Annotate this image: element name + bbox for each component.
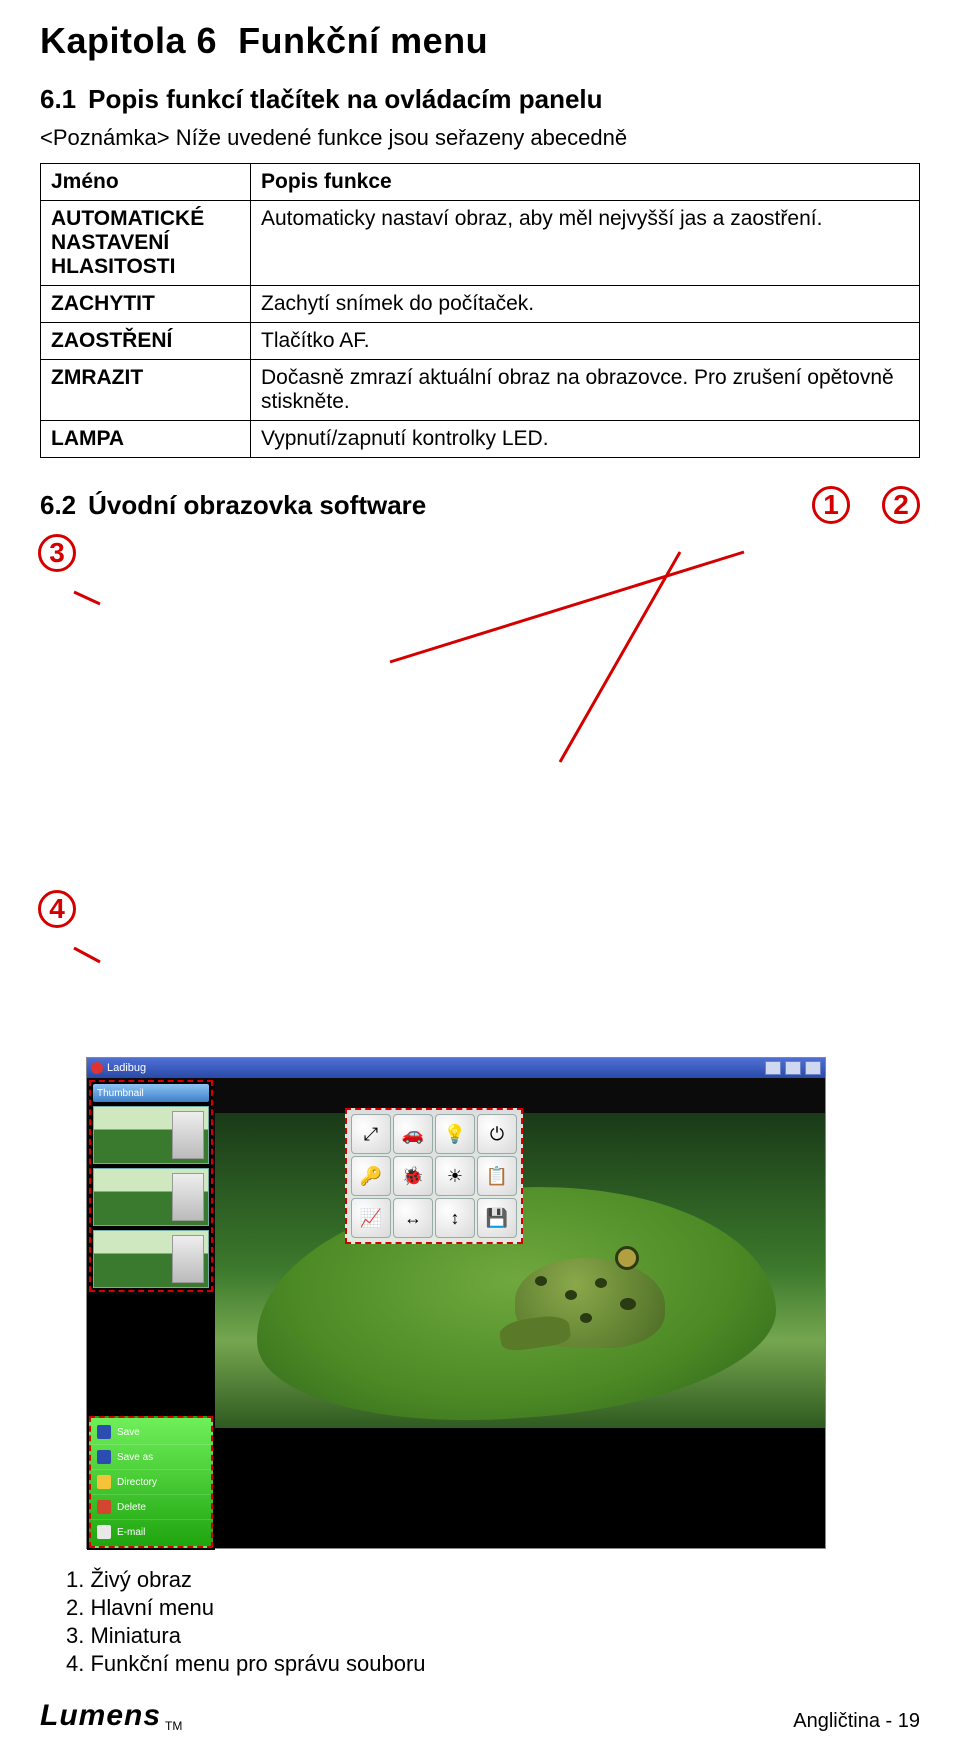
row-desc: Vypnutí/zapnutí kontrolky LED.: [251, 421, 920, 458]
section-6-2-text: Úvodní obrazovka software: [88, 490, 426, 520]
marker-1: 1: [812, 486, 850, 524]
sidebar-bottom: Save Save as Directory Delete E-mail: [87, 1294, 215, 1550]
file-menu-label: Save as: [117, 1452, 153, 1463]
file-menu-email[interactable]: E-mail: [91, 1520, 211, 1544]
table-row: ZMRAZIT Dočasně zmrazí aktuální obraz na…: [41, 360, 920, 421]
row-name: ZACHYTIT: [41, 286, 251, 323]
main-menu-button[interactable]: ☀: [435, 1156, 475, 1196]
chapter-title: Kapitola 6 Funkční menu: [40, 20, 920, 62]
row-name: ZMRAZIT: [41, 360, 251, 421]
file-menu-save[interactable]: Save: [91, 1420, 211, 1445]
chapter-name: Funkční menu: [238, 20, 488, 61]
page-number: Angličtina - 19: [793, 1710, 920, 1733]
table-row: ZACHYTIT Zachytí snímek do počítaček.: [41, 286, 920, 323]
section-6-1-num: 6.1: [40, 84, 76, 114]
page-footer: Lumens TM Angličtina - 19: [40, 1699, 920, 1733]
live-image: ⤢ 🚗 💡 ⏻ 🔑 🐞 ☀ 📋 📈 ↔ ↕ 💾: [215, 1078, 825, 1428]
screenshot-legend: 1. Živý obraz 2. Hlavní menu 3. Miniatur…: [66, 1567, 920, 1677]
marker-2: 2: [882, 486, 920, 524]
close-button[interactable]: [805, 1061, 821, 1075]
app-body: Thumbnail Save Save as Directory Delete …: [87, 1078, 825, 1548]
function-table: Jméno Popis funkce AUTOMATICKÉ NASTAVENÍ…: [40, 163, 920, 458]
main-menu-button[interactable]: ↕: [435, 1198, 475, 1238]
legend-item: 3. Miniatura: [66, 1623, 920, 1649]
logo-tm: TM: [165, 1719, 182, 1733]
section-6-1-note: <Poznámka> Níže uvedené funkce jsou seřa…: [40, 125, 920, 151]
black-band: [215, 1428, 825, 1548]
file-menu-label: Delete: [117, 1502, 146, 1513]
thumbnail-item[interactable]: [93, 1168, 209, 1226]
section-6-2-heading-row: 6.2 Úvodní obrazovka software 1 2: [40, 486, 920, 524]
thumbnail-item[interactable]: [93, 1106, 209, 1164]
section-6-1-title: 6.1 Popis funkcí tlačítek na ovládacím pa…: [40, 84, 920, 115]
save-as-icon: [97, 1450, 111, 1464]
software-screenshot: 3 4 Ladibug Thumbnail: [40, 532, 920, 1549]
col-header-name: Jméno: [41, 164, 251, 201]
thumbnail-item[interactable]: [93, 1230, 209, 1288]
table-row: ZAOSTŘENÍ Tlačítko AF.: [41, 323, 920, 360]
section-6-1-text: Popis funkcí tlačítek na ovládacím panel…: [88, 84, 602, 114]
main-menu-button[interactable]: 🔑: [351, 1156, 391, 1196]
trash-icon: [97, 1500, 111, 1514]
row-name: AUTOMATICKÉ NASTAVENÍ HLASITOSTI: [41, 201, 251, 286]
main-menu-button[interactable]: 💡: [435, 1114, 475, 1154]
main-menu: ⤢ 🚗 💡 ⏻ 🔑 🐞 ☀ 📋 📈 ↔ ↕ 💾: [345, 1108, 523, 1244]
table-row: AUTOMATICKÉ NASTAVENÍ HLASITOSTI Automat…: [41, 201, 920, 286]
main-menu-button[interactable]: 💾: [477, 1198, 517, 1238]
row-desc: Tlačítko AF.: [251, 323, 920, 360]
window-title: Ladibug: [107, 1062, 761, 1074]
marker-4: 4: [38, 890, 76, 928]
lumens-logo: Lumens TM: [40, 1699, 182, 1733]
ladibug-window: Ladibug Thumbnail Save Save as Dir: [86, 1057, 826, 1549]
frog-graphic: [495, 1228, 695, 1368]
save-icon: [97, 1425, 111, 1439]
thumbnail-header: Thumbnail: [93, 1084, 209, 1102]
section-6-2-title: 6.2 Úvodní obrazovka software: [40, 490, 804, 521]
legend-item: 2. Hlavní menu: [66, 1595, 920, 1621]
main-menu-button[interactable]: 📋: [477, 1156, 517, 1196]
main-menu-button[interactable]: 🐞: [393, 1156, 433, 1196]
chapter-num: Kapitola 6: [40, 20, 217, 61]
minimize-button[interactable]: [765, 1061, 781, 1075]
file-menu-delete[interactable]: Delete: [91, 1495, 211, 1520]
row-name: ZAOSTŘENÍ: [41, 323, 251, 360]
col-header-desc: Popis funkce: [251, 164, 920, 201]
app-icon: [91, 1062, 103, 1074]
thumbnail-panel: Thumbnail: [89, 1080, 213, 1292]
file-management-menu: Save Save as Directory Delete E-mail: [89, 1416, 213, 1548]
row-desc: Dočasně zmrazí aktuální obraz na obrazov…: [251, 360, 920, 421]
file-menu-label: E-mail: [117, 1527, 145, 1538]
row-desc: Zachytí snímek do počítaček.: [251, 286, 920, 323]
sidebar: Thumbnail Save Save as Directory Delete …: [87, 1078, 215, 1548]
row-name: LAMPA: [41, 421, 251, 458]
section-6-2-num: 6.2: [40, 490, 76, 520]
file-menu-label: Save: [117, 1427, 140, 1438]
maximize-button[interactable]: [785, 1061, 801, 1075]
main-menu-button[interactable]: 🚗: [393, 1114, 433, 1154]
file-menu-save-as[interactable]: Save as: [91, 1445, 211, 1470]
legend-item: 4. Funkční menu pro správu souboru: [66, 1651, 920, 1677]
mail-icon: [97, 1525, 111, 1539]
file-menu-directory[interactable]: Directory: [91, 1470, 211, 1495]
main-menu-button[interactable]: 📈: [351, 1198, 391, 1238]
main-menu-button[interactable]: ↔: [393, 1198, 433, 1238]
folder-icon: [97, 1475, 111, 1489]
marker-3: 3: [38, 534, 76, 572]
table-row: LAMPA Vypnutí/zapnutí kontrolky LED.: [41, 421, 920, 458]
legend-item: 1. Živý obraz: [66, 1567, 920, 1593]
pointer-lines-svg: [40, 532, 920, 1052]
logo-text: Lumens: [40, 1699, 161, 1733]
main-view: ⤢ 🚗 💡 ⏻ 🔑 🐞 ☀ 📋 📈 ↔ ↕ 💾: [215, 1078, 825, 1548]
window-titlebar: Ladibug: [87, 1058, 825, 1078]
file-menu-label: Directory: [117, 1477, 157, 1488]
main-menu-button[interactable]: ⏻: [477, 1114, 517, 1154]
row-desc: Automaticky nastaví obraz, aby měl nejvy…: [251, 201, 920, 286]
main-menu-button[interactable]: ⤢: [351, 1114, 391, 1154]
